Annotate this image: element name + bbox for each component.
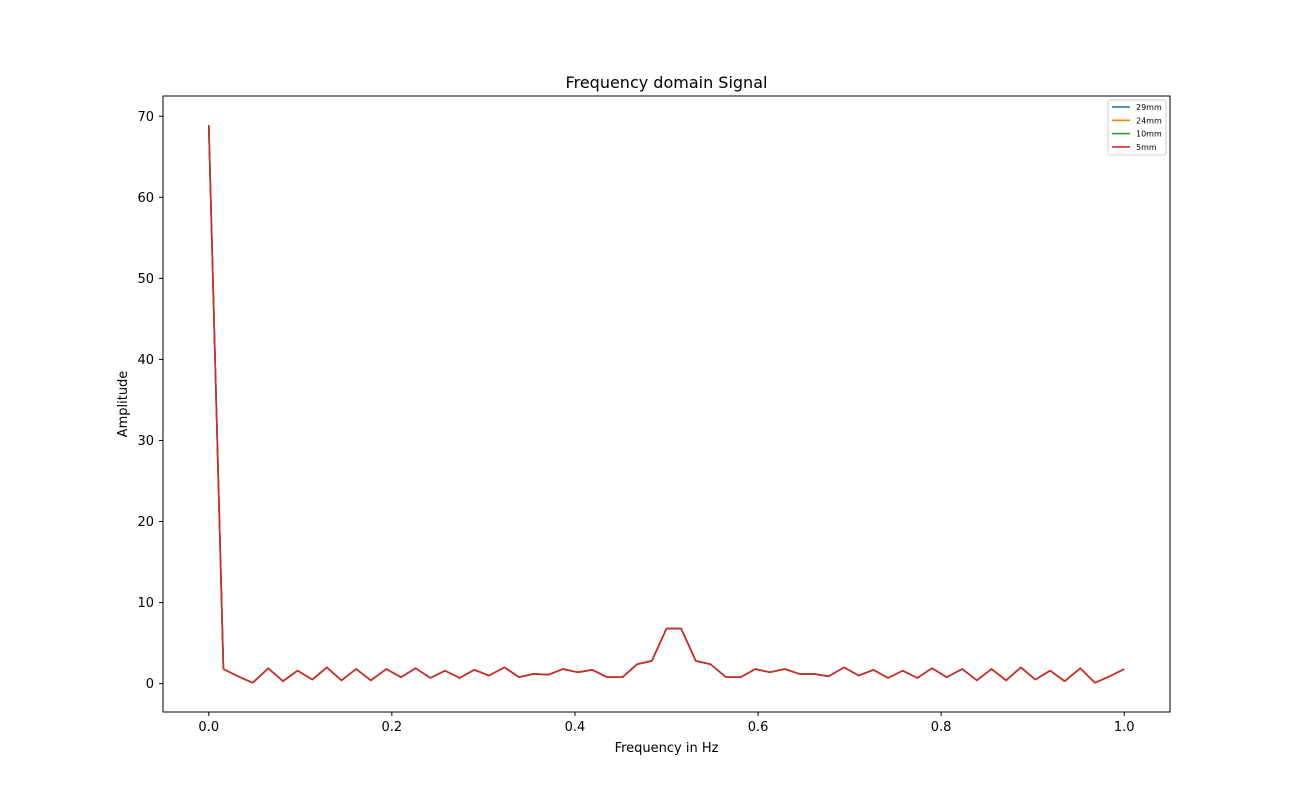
x-tick-label: 0.6 <box>748 720 769 735</box>
legend-label-5mm: 5mm <box>1136 143 1157 152</box>
x-tick-label: 0.2 <box>382 720 403 735</box>
x-tick-label: 0.8 <box>931 720 952 735</box>
legend-label-24mm: 24mm <box>1136 116 1162 125</box>
legend-label-10mm: 10mm <box>1136 130 1162 139</box>
legend: 29mm 24mm 10mm 5mm <box>1107 99 1167 156</box>
y-tick-label: 60 <box>137 191 154 206</box>
legend-box <box>1107 99 1167 156</box>
y-tick-label: 20 <box>137 515 154 530</box>
series-layer <box>207 125 1125 684</box>
y-axis-label: Amplitude <box>116 371 131 438</box>
y-tick-label: 50 <box>137 272 154 287</box>
x-axis-label: Frequency in Hz <box>615 741 719 756</box>
y-tick-label: 30 <box>137 434 154 449</box>
legend-items: 29mm 24mm 10mm 5mm <box>1112 103 1162 152</box>
y-tick-label: 0 <box>146 677 154 692</box>
y-axis-ticks: 0 10 20 30 40 50 60 70 <box>137 110 163 692</box>
plot-frame <box>162 95 1171 713</box>
legend-label-29mm: 29mm <box>1136 103 1162 112</box>
x-tick-label: 0.0 <box>198 720 219 735</box>
plot-area <box>163 96 1170 712</box>
chart-title: Frequency domain Signal <box>566 73 768 92</box>
y-tick-label: 10 <box>137 596 154 611</box>
x-axis-ticks: 0.0 0.2 0.4 0.6 0.8 1.0 <box>198 712 1135 735</box>
x-tick-label: 1.0 <box>1114 720 1135 735</box>
y-tick-label: 40 <box>137 353 154 368</box>
x-tick-label: 0.4 <box>565 720 586 735</box>
series-line-5mm <box>207 125 1125 684</box>
y-tick-label: 70 <box>137 110 154 125</box>
